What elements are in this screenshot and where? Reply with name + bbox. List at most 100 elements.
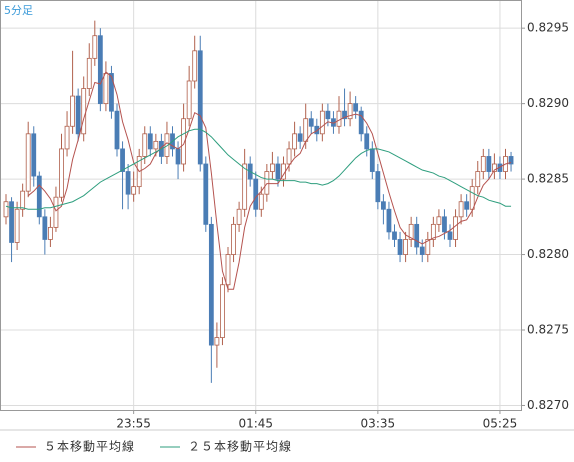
candle-body — [236, 208, 242, 225]
y-tick-label: 0.8295 — [527, 21, 569, 35]
candle-body — [319, 110, 325, 135]
candle-body — [436, 216, 442, 225]
candle-body — [120, 148, 125, 172]
candle-body — [147, 133, 153, 150]
candle-body — [208, 223, 214, 346]
x-tick-label: 01:45 — [238, 417, 273, 431]
candle-body — [369, 148, 375, 172]
candle-body — [292, 133, 298, 150]
candle-body — [286, 148, 292, 165]
candle-body — [380, 201, 386, 210]
x-tick-label: 03:35 — [361, 417, 396, 431]
candle-body — [314, 125, 320, 135]
candle-body — [3, 201, 9, 218]
candle-body — [231, 223, 236, 255]
candle-body — [9, 201, 14, 243]
y-tick-label: 0.8275 — [527, 323, 569, 337]
candle-body — [403, 239, 409, 255]
candle-body — [109, 73, 114, 112]
y-tick-label: 0.8285 — [527, 172, 569, 186]
candle-body — [397, 239, 403, 255]
candle-body — [475, 171, 481, 188]
candle-body — [308, 118, 314, 127]
candle-body — [192, 50, 198, 82]
candle-body — [264, 171, 270, 195]
candle-body — [442, 216, 447, 233]
candle-body — [253, 178, 259, 210]
candle-body — [392, 231, 397, 240]
candle-body — [70, 95, 75, 127]
candle-body — [386, 208, 392, 233]
candle-body — [53, 196, 59, 228]
candle-body — [131, 186, 137, 195]
candle-body — [14, 208, 20, 243]
candle-body — [48, 226, 53, 240]
candle-body — [486, 156, 492, 172]
candle-body — [258, 193, 264, 210]
candle-body — [31, 133, 37, 177]
candle-body — [220, 284, 225, 338]
candle-body — [36, 175, 42, 218]
candle-body — [114, 110, 120, 150]
candle-body — [64, 125, 70, 150]
candle-body — [342, 110, 347, 120]
candle-body — [86, 57, 92, 89]
candle-body — [25, 133, 31, 192]
candle-body — [225, 254, 231, 286]
candle-body — [480, 156, 486, 172]
candle-body — [181, 118, 187, 165]
candle-body — [81, 88, 87, 135]
candle-body — [242, 163, 248, 210]
candle-body — [153, 140, 159, 150]
candle-body — [414, 223, 420, 248]
moving-average-line — [27, 71, 512, 290]
candle-body — [353, 103, 359, 112]
candle-body — [97, 35, 103, 105]
x-tick-label: 05:25 — [483, 417, 518, 431]
candle-body — [408, 223, 414, 240]
candle-body — [364, 133, 370, 150]
candle-body — [59, 148, 64, 198]
candle-body — [469, 186, 475, 210]
chart-title: 5分足 — [4, 4, 33, 17]
x-tick-label: 23:55 — [116, 417, 151, 431]
candle-body — [458, 201, 464, 218]
y-tick-label: 0.8290 — [527, 96, 569, 110]
candle-body — [430, 223, 436, 240]
candle-body — [42, 216, 48, 240]
candle-body — [92, 35, 98, 59]
candle-body — [336, 110, 342, 127]
candle-body — [464, 201, 470, 210]
candle-body — [347, 103, 353, 120]
candle-body — [175, 148, 181, 165]
candle-body — [269, 163, 275, 172]
candle-body — [419, 246, 425, 255]
legend-label: ５本移動平均線 — [44, 439, 135, 454]
candle-body — [275, 163, 281, 180]
candle-body — [125, 171, 131, 195]
y-tick-label: 0.8280 — [527, 247, 569, 261]
candle-body — [20, 190, 26, 210]
candle-body — [425, 239, 431, 255]
candle-body — [303, 118, 309, 142]
candle-body — [325, 110, 331, 120]
y-tick-label: 0.8270 — [527, 398, 569, 412]
candle-body — [197, 50, 203, 165]
candle-body — [75, 95, 81, 135]
candle-body — [103, 73, 109, 105]
candle-body — [453, 216, 458, 240]
candle-body — [358, 110, 364, 135]
candle-body — [508, 156, 514, 165]
candle-body — [203, 163, 209, 225]
candle-body — [214, 337, 220, 346]
moving-average-line — [5, 128, 512, 210]
candle-body — [447, 231, 453, 240]
candle-body — [491, 163, 497, 172]
candle-body — [142, 133, 148, 157]
legend-label: ２５本移動平均線 — [188, 439, 292, 454]
candle-body — [297, 133, 303, 142]
candle-body — [186, 80, 192, 120]
candle-body — [375, 171, 381, 203]
